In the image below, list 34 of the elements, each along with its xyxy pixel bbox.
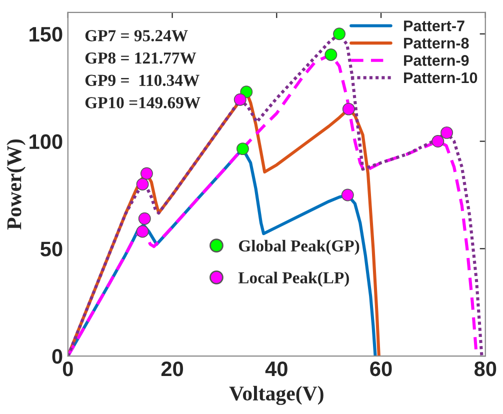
point	[234, 93, 246, 106]
x-axis-title: Voltage(V)	[229, 386, 324, 405]
legend-label: Pattern-10	[404, 72, 478, 84]
x-tick-label: 40	[265, 361, 288, 376]
y-tick-label: 50	[40, 242, 62, 256]
y-axis-title: Power(W)	[6, 139, 26, 230]
legend-label: Pattern-9	[404, 55, 469, 66]
point	[240, 86, 253, 98]
legend-label: Local Peak(LP)	[238, 272, 349, 287]
y-tick-label: 150	[30, 26, 62, 42]
annotation: GP8 = 121.77W	[85, 52, 196, 64]
point	[440, 126, 454, 139]
annotation: GP9 = 110.34W	[85, 74, 200, 86]
point	[432, 135, 444, 148]
annotation: GP10 =149.69W	[85, 97, 200, 108]
legend-label: Pattert-7	[404, 20, 464, 32]
annotation: GP7 = 95.24W	[85, 30, 188, 42]
legend-label: Pattern-8	[404, 38, 469, 49]
point	[342, 102, 355, 116]
point	[140, 167, 153, 180]
y-tick-label: 100	[30, 134, 62, 150]
point	[333, 28, 346, 40]
x-tick-label: 20	[161, 361, 184, 376]
point	[138, 212, 151, 225]
point	[136, 178, 149, 190]
legend-label: Global Peak(GP)	[238, 240, 360, 255]
x-tick-label: 60	[370, 361, 392, 376]
x-tick-label: 0	[62, 361, 73, 376]
x-tick-label: 80	[474, 361, 496, 376]
point	[136, 225, 149, 238]
point	[236, 142, 249, 156]
point	[341, 188, 354, 202]
y-tick-label: 0	[52, 349, 62, 364]
point	[324, 48, 338, 61]
